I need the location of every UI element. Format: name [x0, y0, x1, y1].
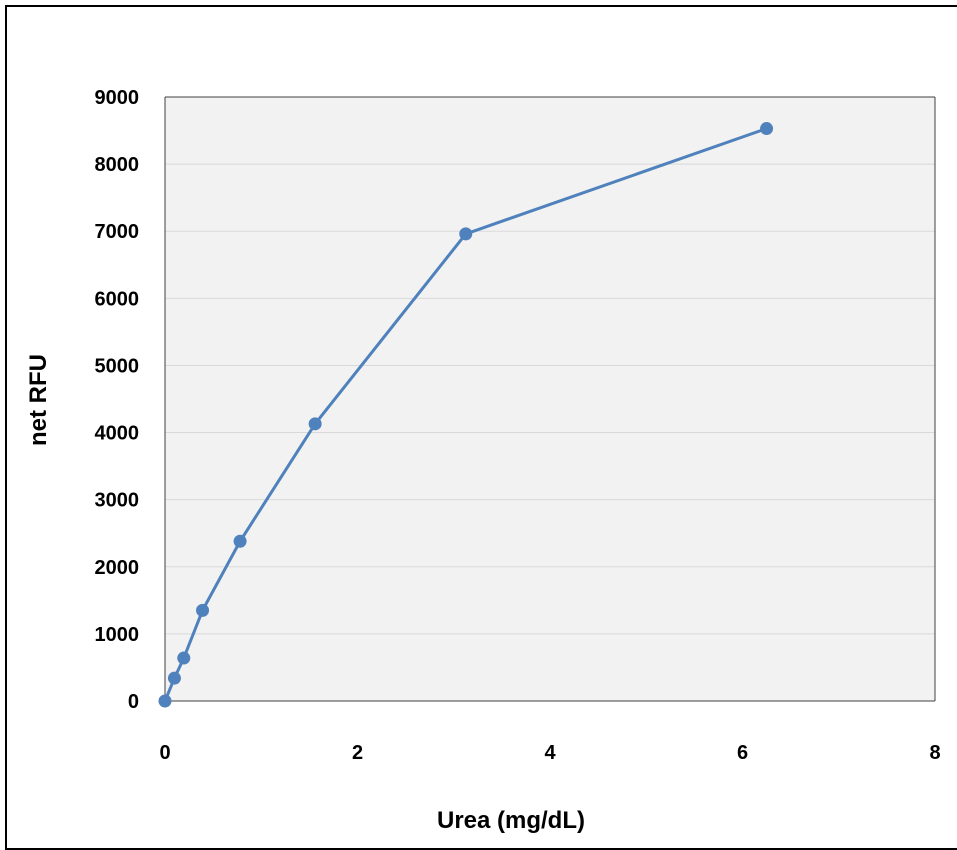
x-tick-labels: 0 2 4 6 8 [159, 742, 940, 764]
y-tick-label: 5000 [95, 355, 140, 377]
x-axis-title: Urea (mg/dL) [437, 807, 585, 834]
y-tick-label: 8000 [95, 154, 140, 176]
y-tick-label: 2000 [95, 557, 140, 579]
y-tick-labels: 0 1000 2000 3000 4000 5000 6000 7000 8000 9000 [95, 87, 140, 713]
data-point [167, 671, 181, 685]
y-tick-label: 6000 [95, 288, 140, 310]
x-tick-label: 6 [737, 742, 748, 764]
x-tick-label: 4 [544, 742, 556, 764]
x-tick-label: 8 [929, 742, 940, 764]
plot-area [165, 97, 935, 701]
data-point [196, 603, 210, 617]
x-tick-label: 0 [159, 742, 170, 764]
series-group [158, 122, 774, 708]
y-tick-label: 0 [128, 691, 139, 713]
y-tick-label: 3000 [95, 490, 140, 512]
data-point [177, 651, 191, 665]
data-point [760, 122, 774, 136]
data-point [233, 534, 247, 548]
x-tick-label: 2 [352, 742, 363, 764]
y-tick-label: 4000 [95, 423, 140, 445]
gridlines [165, 163, 935, 635]
y-axis-title: net RFU [25, 354, 52, 446]
y-tick-label: 7000 [95, 221, 140, 243]
data-point [459, 227, 473, 241]
y-tick-label: 9000 [95, 87, 140, 109]
axes [164, 96, 936, 702]
data-point [158, 694, 172, 708]
data-point [308, 417, 322, 431]
y-tick-label: 1000 [95, 624, 140, 646]
